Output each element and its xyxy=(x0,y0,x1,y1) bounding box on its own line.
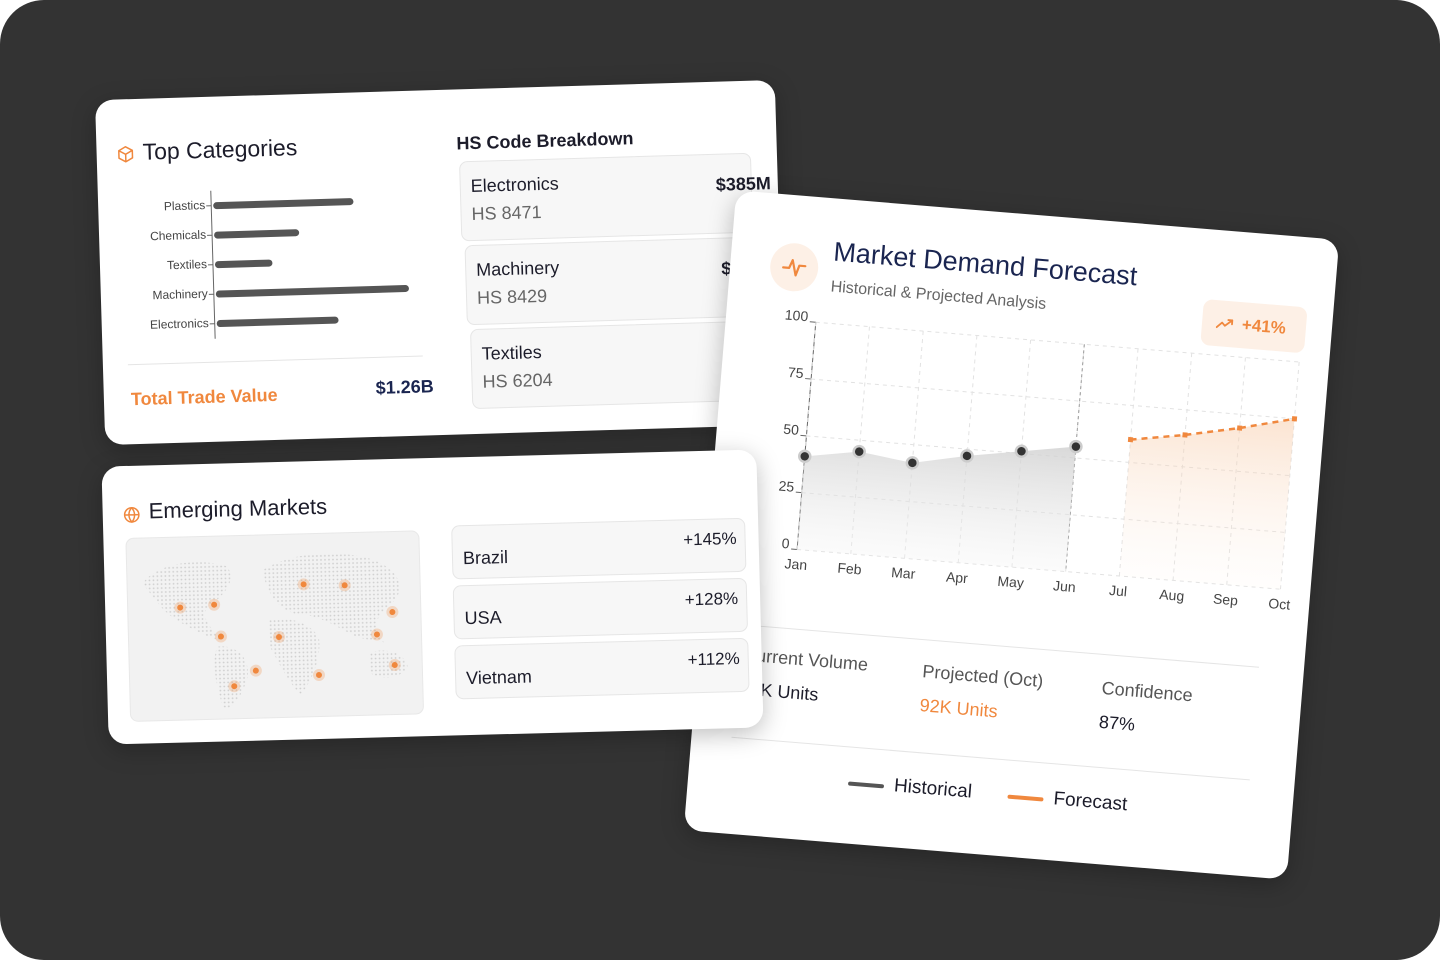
hs-name: Electronics xyxy=(470,173,560,197)
grid-line xyxy=(904,331,924,559)
y-tick-label: 0 xyxy=(781,535,790,552)
point xyxy=(1069,439,1083,454)
emerging-markets-card: Emerging Markets xyxy=(101,449,764,745)
badge-value: +41% xyxy=(1241,315,1287,338)
x-tick-label: Sep xyxy=(1212,590,1238,608)
y-tick-label: 25 xyxy=(778,477,795,494)
bar-chart: Plastics Chemicals Textiles Machinery Electr… xyxy=(150,190,409,339)
card-title: Emerging Markets xyxy=(148,493,328,524)
market-name: Brazil xyxy=(462,547,509,569)
legend-swatch xyxy=(1007,794,1044,802)
x-tick-label: Apr xyxy=(945,569,968,587)
stat-value: 87% xyxy=(1098,711,1136,735)
x-tick-label: Feb xyxy=(837,560,863,578)
world-map xyxy=(125,530,425,722)
hs-code: HS 6204 xyxy=(482,369,553,392)
category-label: Machinery xyxy=(152,287,208,303)
bar xyxy=(214,229,300,239)
forecast-card: Market Demand Forecast Historical & Proj… xyxy=(683,190,1340,880)
point xyxy=(798,449,812,464)
x-tick-label: May xyxy=(997,573,1025,591)
globe-icon xyxy=(123,506,140,524)
bar xyxy=(216,316,339,328)
growth-badge: +41% xyxy=(1200,298,1308,354)
grid-line xyxy=(815,321,1300,363)
grid-line xyxy=(811,378,1295,420)
market-item: Vietnam +112% xyxy=(454,637,750,700)
hs-name: Machinery xyxy=(475,257,560,280)
grid-line xyxy=(957,335,978,563)
chart-subtitle: Historical & Projected Analysis xyxy=(830,278,1047,314)
x-tick-label: Jul xyxy=(1109,582,1128,599)
stats xyxy=(736,190,1339,240)
category-label: Textiles xyxy=(167,257,207,272)
pulse-icon xyxy=(782,259,807,277)
category-label: Electronics xyxy=(150,316,209,332)
cube-icon xyxy=(118,146,134,163)
trend-icon xyxy=(1215,319,1234,329)
map-graphic xyxy=(142,553,408,709)
hs-code: HS 8471 xyxy=(471,201,542,225)
market-growth: +128% xyxy=(684,589,739,610)
x-tick-label: Jun xyxy=(1053,577,1077,595)
market-item: USA +128% xyxy=(452,577,749,640)
bar xyxy=(215,285,409,298)
grid-line xyxy=(796,322,817,550)
grid-line xyxy=(850,326,870,554)
y-tick-label: 75 xyxy=(787,364,804,381)
point xyxy=(905,456,920,470)
point xyxy=(1236,425,1243,431)
hs-code: HS 8429 xyxy=(476,285,548,308)
legend-label: Forecast xyxy=(1052,788,1129,816)
category-label: Plastics xyxy=(164,198,206,213)
area xyxy=(1119,418,1295,590)
bar xyxy=(213,198,354,210)
point xyxy=(1014,444,1029,459)
line-path xyxy=(1130,417,1295,441)
market-name: Vietnam xyxy=(465,666,533,689)
card-title: Top Categories xyxy=(142,134,298,165)
pulse-icon-bg xyxy=(768,241,821,294)
y-tick-label: 100 xyxy=(784,307,809,324)
hs-name: Textiles xyxy=(481,342,543,364)
divider xyxy=(127,355,423,366)
top-categories-card: Top Categories Plastics Chemicals Textiles… xyxy=(95,79,785,446)
x-tick-label: Jan xyxy=(784,555,808,573)
grid-line xyxy=(1118,348,1139,577)
total-label: Total Trade Value xyxy=(130,384,278,410)
stat-label: Confidence xyxy=(1100,677,1194,706)
x-tick-label: Mar xyxy=(891,564,917,582)
market-growth: +145% xyxy=(682,529,737,550)
market-growth: +112% xyxy=(687,648,740,670)
market-name: USA xyxy=(464,607,502,629)
stat-value: 92K Units xyxy=(918,695,999,722)
point xyxy=(1127,436,1134,443)
point xyxy=(852,444,866,459)
section-title: HS Code Breakdown xyxy=(456,128,634,154)
markets-list xyxy=(101,449,756,466)
x-tick-label: Aug xyxy=(1159,586,1185,604)
line-chart: 0 25 50 75 100 Jan Feb Mar Apr May Jun Jul Aug Sep Oct xyxy=(778,307,1300,613)
area xyxy=(797,446,1076,572)
bar xyxy=(214,259,273,269)
x-tick-label: Oct xyxy=(1268,595,1291,613)
stat-label: Projected (Oct) xyxy=(921,661,1045,692)
legend-label: Historical xyxy=(893,775,973,803)
point xyxy=(1182,432,1188,438)
legend: Historical Forecast xyxy=(687,756,1292,835)
hs-item: Electronics HS 8471 $385M xyxy=(459,152,771,242)
category-label: Chemicals xyxy=(150,228,206,244)
market-item: Brazil +145% xyxy=(451,517,747,580)
point xyxy=(960,449,974,463)
hs-list xyxy=(95,80,775,100)
legend-swatch xyxy=(847,781,885,789)
y-tick-label: 50 xyxy=(783,421,800,438)
point xyxy=(1291,416,1298,422)
total-value: $1.26B xyxy=(375,376,434,398)
